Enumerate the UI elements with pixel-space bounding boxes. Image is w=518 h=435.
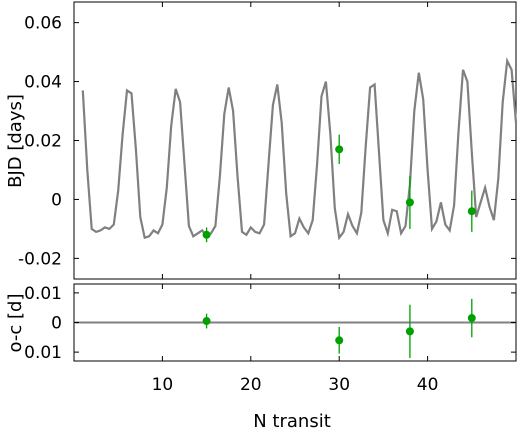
residual-y-tick-label: 0 [51, 314, 62, 334]
x-tick-label: 10 [152, 375, 174, 395]
residual-point [335, 336, 344, 345]
y-tick-label: 0.06 [24, 14, 62, 34]
y-tick-label: -0.02 [18, 249, 62, 269]
bottom-y-ticks: 0.01 0 0.01 [24, 284, 516, 363]
observed-point [405, 198, 414, 207]
x-tick-label: 30 [328, 375, 350, 395]
x-tick-label: 20 [240, 375, 262, 395]
residual-y-tick-label: 0.01 [24, 343, 62, 363]
bottom-panel: 0.01 0 0.01 10 20 30 40 o-c [d] N transit [5, 283, 517, 432]
x-tick-label: 40 [417, 375, 439, 395]
y-tick-label: 0.02 [24, 132, 62, 152]
observed-point [467, 207, 476, 216]
top-y-ticks: -0.02 0 0.02 0.04 0.06 [18, 2, 516, 279]
bottom-y-axis-title: o-c [d] [5, 294, 26, 353]
residual-point [202, 317, 211, 326]
x-axis-title: N transit [253, 411, 331, 432]
residual-y-tick-label: 0.01 [24, 284, 62, 304]
top-plot-frame [73, 1, 517, 280]
residual-point [405, 327, 414, 336]
residual-points [202, 298, 476, 359]
residual-point [467, 314, 476, 323]
observed-point [202, 230, 211, 239]
y-tick-label: 0.04 [24, 73, 62, 93]
observed-transits [202, 134, 476, 243]
top-y-axis-title: BJD [days] [5, 94, 26, 188]
x-ticks: 10 20 30 40 [152, 284, 439, 395]
observed-point [335, 145, 344, 154]
top-panel: -0.02 0 0.02 0.04 0.06 BJD [days] [5, 1, 518, 280]
y-tick-label: 0 [51, 190, 62, 210]
model-timing-curve [81, 57, 518, 241]
